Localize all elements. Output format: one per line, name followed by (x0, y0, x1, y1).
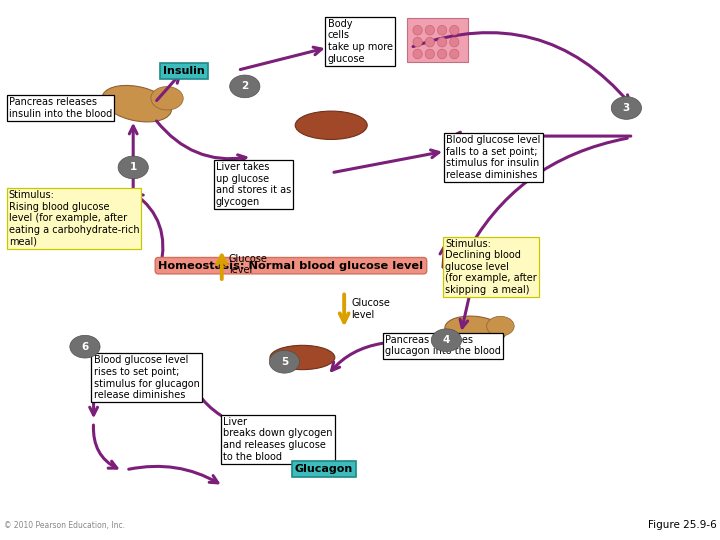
Text: Glucose
level: Glucose level (351, 298, 390, 320)
Ellipse shape (425, 37, 435, 47)
Text: Figure 25.9-6: Figure 25.9-6 (648, 520, 716, 530)
Circle shape (611, 97, 642, 119)
Ellipse shape (425, 49, 435, 59)
Ellipse shape (445, 316, 505, 345)
Text: 6: 6 (81, 342, 89, 352)
Ellipse shape (151, 86, 183, 110)
Ellipse shape (425, 25, 435, 35)
Text: Blood glucose level
rises to set point;
stimulus for glucagon
release diminishes: Blood glucose level rises to set point; … (94, 355, 199, 400)
Ellipse shape (449, 25, 459, 35)
Ellipse shape (413, 37, 422, 47)
Circle shape (230, 75, 260, 98)
Ellipse shape (438, 25, 446, 35)
Text: Blood glucose level
falls to a set point;
stimulus for insulin
release diminishe: Blood glucose level falls to a set point… (446, 135, 541, 180)
Ellipse shape (413, 49, 422, 59)
Ellipse shape (413, 25, 422, 35)
Text: © 2010 Pearson Education, Inc.: © 2010 Pearson Education, Inc. (4, 521, 125, 530)
Text: Stimulus:
Declining blood
glucose level
(for example, after
skipping  a meal): Stimulus: Declining blood glucose level … (445, 239, 536, 295)
Ellipse shape (270, 346, 335, 369)
Ellipse shape (449, 37, 459, 47)
Text: 3: 3 (623, 103, 630, 113)
Text: 2: 2 (241, 82, 248, 91)
Text: Liver takes
up glucose
and stores it as
glycogen: Liver takes up glucose and stores it as … (216, 162, 292, 207)
Text: 4: 4 (443, 335, 450, 345)
Circle shape (70, 335, 100, 358)
Text: 5: 5 (281, 357, 288, 367)
Text: Pancreas releases
glucagon into the blood: Pancreas releases glucagon into the bloo… (385, 335, 501, 356)
Ellipse shape (102, 85, 171, 122)
Text: Pancreas releases
insulin into the blood: Pancreas releases insulin into the blood (9, 97, 112, 119)
Text: Body
cells
take up more
glucose: Body cells take up more glucose (328, 19, 392, 64)
Ellipse shape (438, 49, 446, 59)
Ellipse shape (438, 37, 446, 47)
Circle shape (118, 156, 148, 179)
Text: Stimulus:
Rising blood glucose
level (for example, after
eating a carbohydrate-r: Stimulus: Rising blood glucose level (fo… (9, 190, 139, 246)
Ellipse shape (449, 49, 459, 59)
FancyBboxPatch shape (407, 18, 468, 62)
Text: Insulin: Insulin (163, 66, 204, 76)
Text: Glucagon: Glucagon (295, 464, 353, 474)
Circle shape (431, 329, 462, 352)
Ellipse shape (295, 111, 367, 139)
Text: 1: 1 (130, 163, 137, 172)
Text: Homeostasis: Normal blood glucose level: Homeostasis: Normal blood glucose level (158, 261, 423, 271)
Circle shape (269, 350, 300, 373)
Ellipse shape (487, 316, 514, 336)
Text: Glucose
level: Glucose level (229, 254, 268, 275)
Text: Liver
breaks down glycogen
and releases glucose
to the blood: Liver breaks down glycogen and releases … (223, 417, 333, 462)
